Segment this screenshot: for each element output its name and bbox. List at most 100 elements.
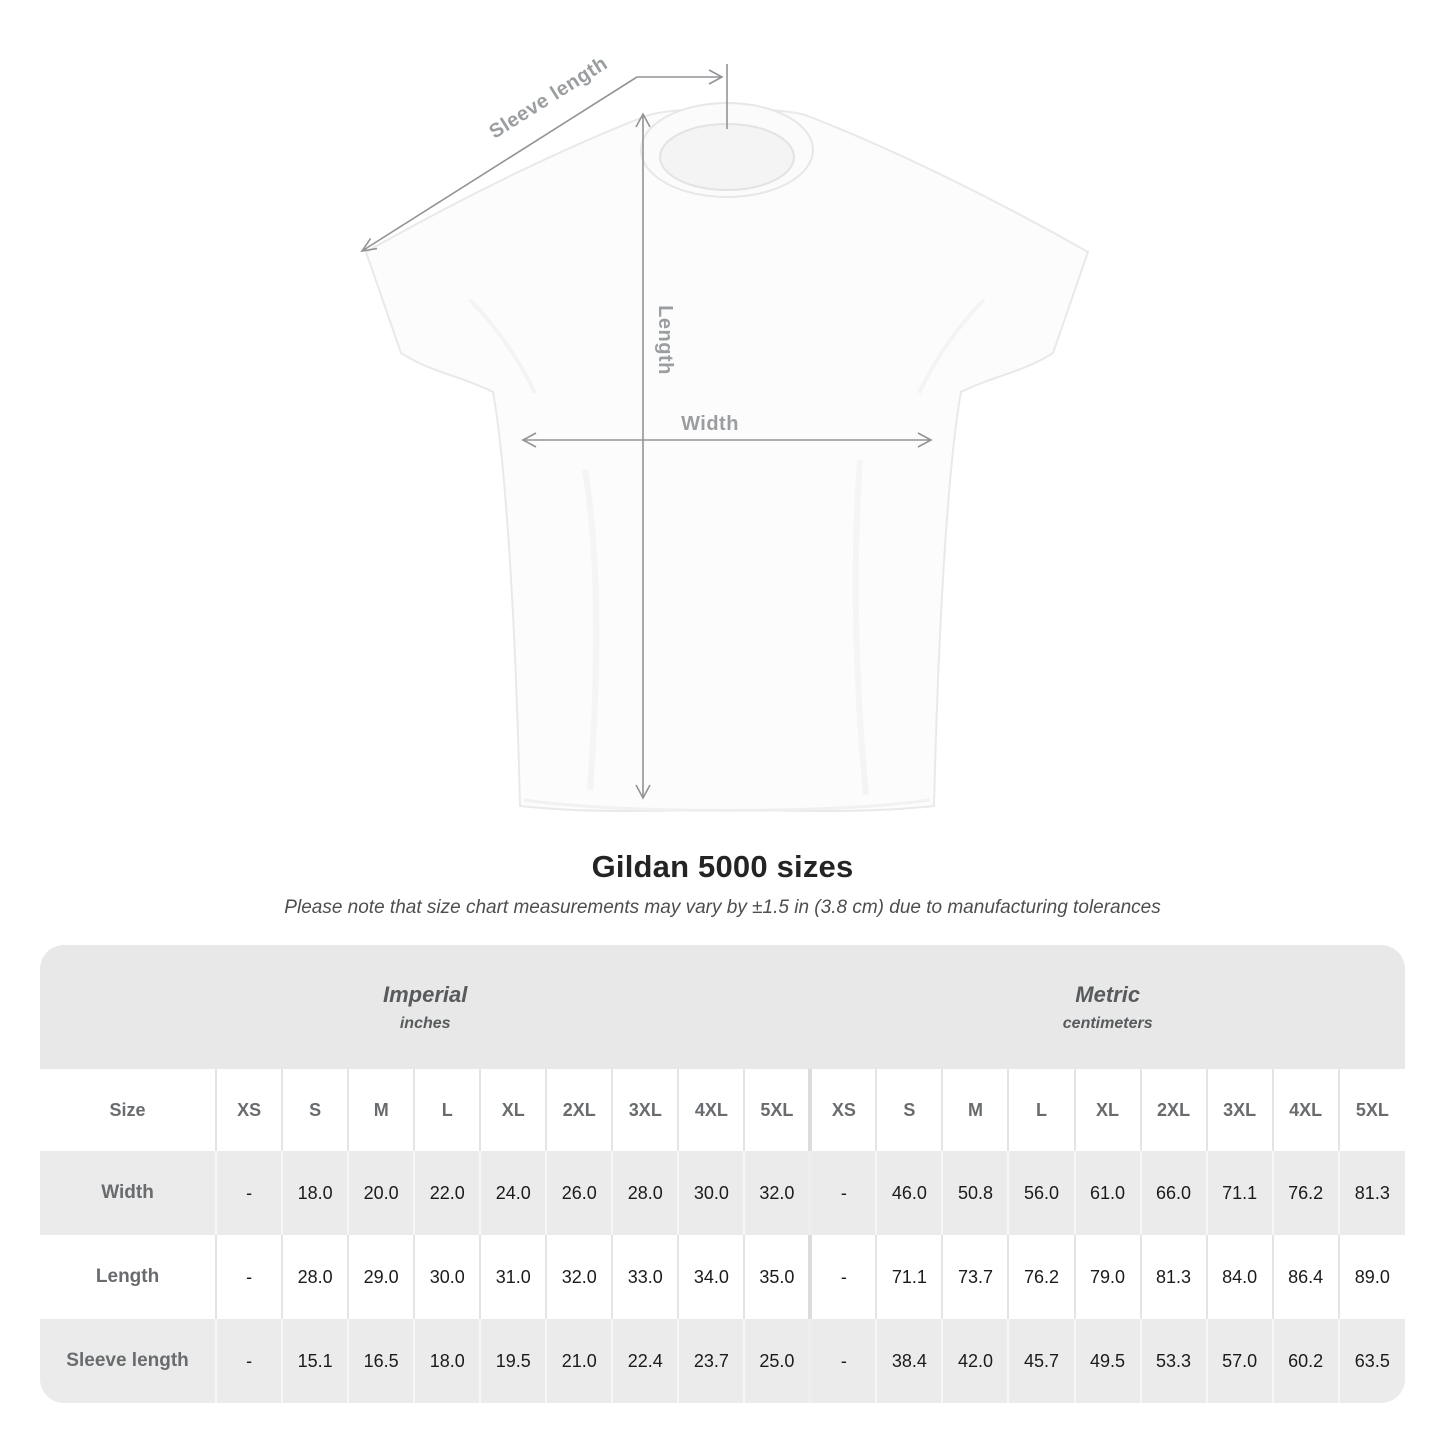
sleeve-length-label: Sleeve length: [485, 52, 611, 143]
cell-sleeve-length-metric-l: 45.7: [1007, 1319, 1075, 1403]
cell-length-metric-s: 71.1: [875, 1235, 943, 1319]
cell-length-imperial-s: 28.0: [281, 1235, 349, 1319]
tshirt-image: [364, 107, 1090, 812]
sleeve-length-arrow: [360, 64, 728, 253]
cell-width-imperial-m: 20.0: [347, 1151, 415, 1235]
cell-width-metric-xs: -: [808, 1151, 877, 1235]
cell-width-imperial-5xl: 32.0: [743, 1151, 811, 1235]
page-title: Gildan 5000 sizes: [591, 849, 854, 884]
cell-sleeve-length-imperial-5xl: 25.0: [743, 1319, 811, 1403]
cell-sleeve-length-metric-m: 42.0: [941, 1319, 1009, 1403]
row-label-length: Length: [40, 1235, 217, 1319]
table-row-sleeve-length: Sleeve length -15.1 16.5 18.0 19.5 21.0 22.4 23…: [40, 1319, 1405, 1403]
cell-sleeve-length-imperial-xl: 19.5: [479, 1319, 547, 1403]
unit-group-imperial-label: Imperial: [383, 981, 468, 1007]
collar: [640, 102, 814, 198]
col-header-imperial-l: L: [413, 1069, 481, 1151]
unit-group-imperial-sublabel: inches: [399, 1014, 451, 1032]
row-label-sleeve-length: Sleeve length: [40, 1319, 217, 1403]
cell-sleeve-length-imperial-s: 15.1: [281, 1319, 349, 1403]
cell-sleeve-length-metric-xs: -: [808, 1319, 877, 1403]
row-label-width: Width: [40, 1151, 217, 1235]
cell-length-metric-xl: 79.0: [1073, 1235, 1141, 1319]
cell-sleeve-length-metric-xl: 49.5: [1073, 1319, 1141, 1403]
col-header-metric-3xl: 3XL: [1205, 1069, 1273, 1151]
size-chart-table: Imperial inches Metric centimeters Size …: [40, 945, 1405, 1403]
col-header-imperial-xs: XS: [215, 1069, 283, 1151]
unit-group-metric-label: Metric: [1075, 981, 1141, 1007]
col-header-metric-m: M: [941, 1069, 1009, 1151]
size-header-cell: Size: [40, 1069, 217, 1151]
unit-group-metric-sublabel: centimeters: [1062, 1014, 1153, 1032]
cell-sleeve-length-metric-s: 38.4: [875, 1319, 943, 1403]
length-arrow: [635, 112, 651, 800]
table-row-width: Width -18.0 20.0 22.0 24.0 26.0 28.0 30.0 32.0-4…: [40, 1151, 1405, 1235]
size-header-row: Size XS S M L XL 2XL 3XL 4XL 5XL XS S M L XL 2XL 3XL 4XL…: [40, 1069, 1405, 1151]
fabric-creases: [468, 298, 986, 812]
col-header-imperial-5xl: 5XL: [743, 1069, 811, 1151]
cell-sleeve-length-imperial-3xl: 22.4: [611, 1319, 679, 1403]
cell-sleeve-length-imperial-4xl: 23.7: [677, 1319, 745, 1403]
cell-length-metric-4xl: 86.4: [1271, 1235, 1339, 1319]
cell-sleeve-length-metric-5xl: 63.5: [1337, 1319, 1405, 1403]
col-header-imperial-xl: XL: [479, 1069, 547, 1151]
col-header-imperial-2xl: 2XL: [545, 1069, 613, 1151]
cell-length-imperial-3xl: 33.0: [611, 1235, 679, 1319]
col-header-metric-l: L: [1007, 1069, 1075, 1151]
cell-sleeve-length-imperial-2xl: 21.0: [545, 1319, 613, 1403]
cell-length-metric-3xl: 84.0: [1205, 1235, 1273, 1319]
col-header-imperial-3xl: 3XL: [611, 1069, 679, 1151]
cell-sleeve-length-imperial-m: 16.5: [347, 1319, 415, 1403]
cell-width-imperial-3xl: 28.0: [611, 1151, 679, 1235]
cell-width-imperial-xl: 24.0: [479, 1151, 547, 1235]
col-header-metric-s: S: [875, 1069, 943, 1151]
cell-length-metric-5xl: 89.0: [1337, 1235, 1405, 1319]
table-row-length: Length -28.0 29.0 30.0 31.0 32.0 33.0 34.0 35.0-…: [40, 1235, 1405, 1319]
unit-group-imperial: Imperial inches: [40, 945, 811, 1069]
cell-width-metric-3xl: 71.1: [1205, 1151, 1273, 1235]
cell-width-metric-xl: 61.0: [1073, 1151, 1141, 1235]
cell-width-imperial-l: 22.0: [413, 1151, 481, 1235]
cell-length-metric-l: 76.2: [1007, 1235, 1075, 1319]
cell-width-metric-l: 56.0: [1007, 1151, 1075, 1235]
width-label: Width: [681, 413, 739, 435]
col-header-metric-xs: XS: [808, 1069, 877, 1151]
cell-length-imperial-5xl: 35.0: [743, 1235, 811, 1319]
cell-sleeve-length-metric-2xl: 53.3: [1139, 1319, 1207, 1403]
cell-sleeve-length-imperial-l: 18.0: [413, 1319, 481, 1403]
cell-sleeve-length-metric-4xl: 60.2: [1271, 1319, 1339, 1403]
col-header-metric-5xl: 5XL: [1337, 1069, 1405, 1151]
col-header-metric-xl: XL: [1073, 1069, 1141, 1151]
cell-width-metric-2xl: 66.0: [1139, 1151, 1207, 1235]
size-chart-table-container: Imperial inches Metric centimeters Size …: [40, 945, 1405, 1403]
cell-width-imperial-s: 18.0: [281, 1151, 349, 1235]
cell-width-metric-m: 50.8: [941, 1151, 1009, 1235]
col-header-metric-2xl: 2XL: [1139, 1069, 1207, 1151]
cell-width-imperial-4xl: 30.0: [677, 1151, 745, 1235]
length-label: Length: [654, 305, 676, 375]
cell-length-imperial-2xl: 32.0: [545, 1235, 613, 1319]
cell-length-imperial-xl: 31.0: [479, 1235, 547, 1319]
cell-width-metric-4xl: 76.2: [1271, 1151, 1339, 1235]
unit-header-row: Imperial inches Metric centimeters: [40, 945, 1405, 1069]
cell-length-metric-xs: -: [808, 1235, 877, 1319]
cell-width-metric-s: 46.0: [875, 1151, 943, 1235]
cell-width-metric-5xl: 81.3: [1337, 1151, 1405, 1235]
cell-sleeve-length-metric-3xl: 57.0: [1205, 1319, 1273, 1403]
col-header-imperial-m: M: [347, 1069, 415, 1151]
cell-length-metric-m: 73.7: [941, 1235, 1009, 1319]
col-header-imperial-s: S: [281, 1069, 349, 1151]
cell-length-imperial-xs: -: [215, 1235, 283, 1319]
cell-length-imperial-l: 30.0: [413, 1235, 481, 1319]
unit-group-metric: Metric centimeters: [810, 945, 1405, 1069]
width-arrow: [521, 432, 933, 448]
cell-width-imperial-2xl: 26.0: [545, 1151, 613, 1235]
tshirt-measurement-diagram: Sleeve length Length Width: [360, 52, 1090, 812]
cell-length-metric-2xl: 81.3: [1139, 1235, 1207, 1319]
col-header-metric-4xl: 4XL: [1271, 1069, 1339, 1151]
page-subtitle: Please note that size chart measurements…: [284, 897, 1161, 918]
cell-length-imperial-m: 29.0: [347, 1235, 415, 1319]
cell-sleeve-length-imperial-xs: -: [215, 1319, 283, 1403]
col-header-imperial-4xl: 4XL: [677, 1069, 745, 1151]
